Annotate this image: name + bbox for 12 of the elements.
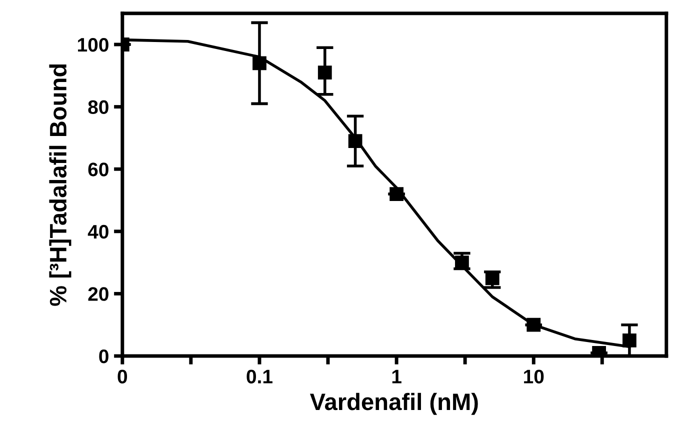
x-tick-label: 0.1 <box>246 370 272 384</box>
x-tick-label: 0 <box>118 370 128 384</box>
y-tick-label: 80 <box>88 100 108 114</box>
y-tick-label: 0 <box>99 349 108 364</box>
x-tick-label: 10 <box>524 370 544 384</box>
y-axis-title: % [³H]Tadalafil Bound <box>49 64 72 306</box>
y-tick-label: 60 <box>88 162 108 176</box>
y-tick-label: 100 <box>78 38 108 52</box>
y-tick-label: 20 <box>88 287 108 301</box>
x-axis-title: Vardenafil (nM) <box>310 392 478 415</box>
y-tick-label: 40 <box>88 224 108 239</box>
x-tick-label: 1 <box>392 370 402 384</box>
